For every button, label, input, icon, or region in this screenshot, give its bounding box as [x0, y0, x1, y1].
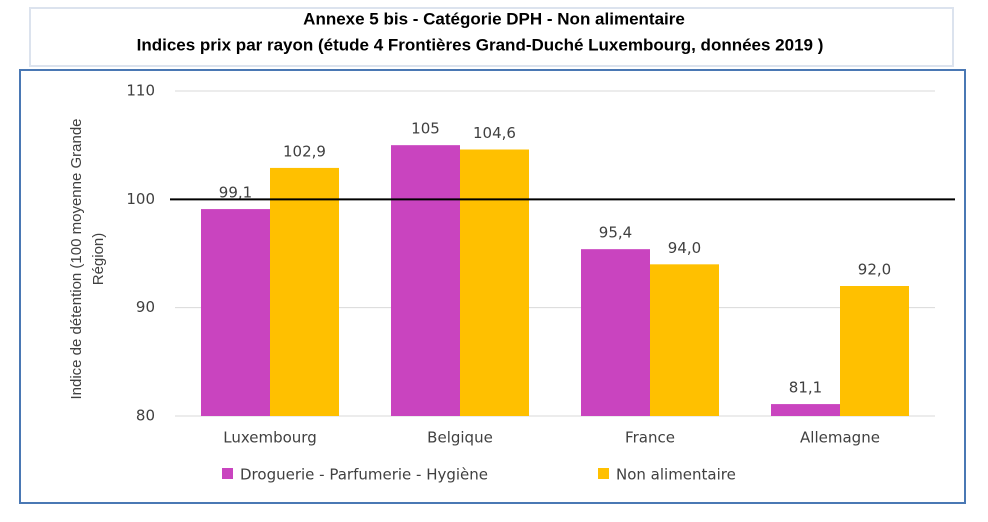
- legend-swatch: [222, 468, 233, 479]
- value-label: 92,0: [858, 261, 891, 279]
- y-tick-label: 100: [126, 190, 155, 208]
- bar: [581, 249, 650, 416]
- legend-swatch: [598, 468, 609, 479]
- bar: [460, 149, 529, 416]
- y-axis-label: Indice de détention (100 moyenne Grande …: [68, 118, 107, 400]
- value-label: 102,9: [283, 142, 326, 160]
- bar: [840, 286, 909, 416]
- y-tick-label: 80: [136, 407, 155, 425]
- bar: [771, 404, 840, 416]
- value-label: 99,1: [219, 184, 252, 202]
- value-label: 81,1: [789, 379, 822, 397]
- legend-label: Non alimentaire: [616, 466, 736, 484]
- bar: [201, 209, 270, 416]
- x-tick-label: Allemagne: [800, 429, 880, 447]
- x-tick-label: Belgique: [427, 429, 493, 447]
- y-tick-label: 110: [126, 82, 155, 100]
- value-label: 105: [411, 120, 440, 138]
- bar: [391, 145, 460, 416]
- x-tick-label: Luxembourg: [223, 429, 317, 447]
- x-tick-label: France: [625, 429, 675, 447]
- chart-frame: [19, 69, 966, 504]
- chart-title: Annexe 5 bis - Catégorie DPH - Non alime…: [303, 9, 685, 28]
- value-label: 94,0: [668, 239, 701, 257]
- bar: [270, 167, 339, 416]
- y-tick-label: 90: [136, 298, 155, 316]
- title-box: [29, 7, 954, 67]
- legend-label: Droguerie - Parfumerie - Hygiène: [240, 466, 488, 484]
- value-label: 104,6: [473, 124, 516, 142]
- bar: [650, 264, 719, 416]
- chart-subtitle: Indices prix par rayon (étude 4 Frontièr…: [137, 35, 824, 54]
- value-label: 95,4: [599, 224, 632, 242]
